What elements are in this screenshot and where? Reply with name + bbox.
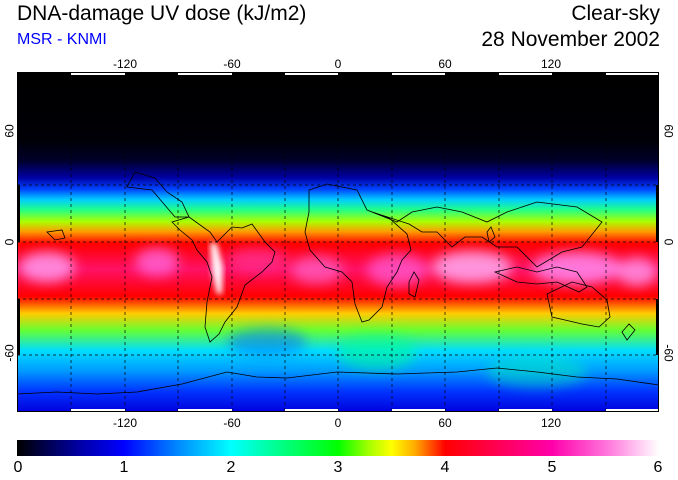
lon-label-bottom: 120 (540, 416, 562, 430)
lat-label-right: 60 (661, 124, 676, 138)
lon-label-top: 60 (438, 57, 452, 71)
color-scale-bar (17, 440, 659, 456)
map-frame-bottom (71, 409, 659, 412)
scale-label: 2 (226, 459, 236, 476)
uv-dose-map (17, 72, 659, 412)
credit-label: MSR - KNMI (17, 31, 107, 48)
lon-label-top: 0 (334, 57, 342, 71)
scale-label: 3 (333, 459, 343, 476)
lon-label-top: 120 (540, 57, 562, 71)
lat-label-right: 0 (661, 238, 676, 246)
map-frame-top (71, 72, 659, 75)
scale-label: 0 (13, 459, 23, 476)
lon-label-top: -60 (223, 57, 241, 71)
graticule (17, 72, 659, 412)
scale-label: 4 (440, 459, 450, 476)
date-label: 28 November 2002 (481, 28, 660, 51)
scale-label: 1 (119, 459, 129, 476)
lon-label-bottom: -120 (112, 416, 138, 430)
lon-label-bottom: 60 (438, 416, 452, 430)
coastlines (17, 171, 659, 395)
map-frame-sides (17, 185, 659, 355)
uv-hotspots (19, 248, 657, 388)
lat-label-left: 60 (2, 124, 17, 138)
scale-label: 6 (653, 459, 663, 476)
lat-label-left: -60 (2, 344, 17, 362)
lon-label-top: -120 (112, 57, 138, 71)
lat-label-right: -60 (661, 344, 676, 362)
lon-label-bottom: -60 (223, 416, 241, 430)
andes-hotspot (210, 242, 223, 294)
lat-label-left: 0 (2, 238, 17, 246)
map-title: DNA-damage UV dose (kJ/m2) (17, 2, 307, 25)
lon-label-bottom: 0 (334, 416, 342, 430)
sky-condition: Clear-sky (571, 2, 660, 25)
scale-label: 5 (547, 459, 557, 476)
